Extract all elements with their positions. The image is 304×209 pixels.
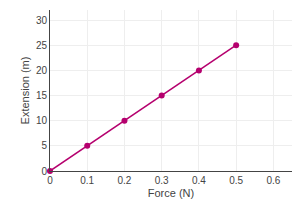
svg-text:0.3: 0.3	[155, 175, 169, 186]
svg-text:25: 25	[36, 40, 48, 51]
svg-text:5: 5	[41, 140, 47, 151]
svg-text:30: 30	[36, 15, 48, 26]
svg-text:0.4: 0.4	[192, 175, 206, 186]
svg-text:0.2: 0.2	[118, 175, 132, 186]
svg-text:10: 10	[36, 115, 48, 126]
svg-text:20: 20	[36, 65, 48, 76]
svg-text:0.1: 0.1	[80, 175, 94, 186]
svg-text:0.6: 0.6	[266, 175, 280, 186]
svg-text:0.5: 0.5	[229, 175, 243, 186]
svg-text:15: 15	[36, 90, 48, 101]
svg-text:Force (N): Force (N)	[148, 187, 194, 199]
svg-text:0: 0	[41, 166, 47, 177]
svg-text:0: 0	[47, 175, 53, 186]
svg-text:Extension (m): Extension (m)	[19, 57, 31, 125]
